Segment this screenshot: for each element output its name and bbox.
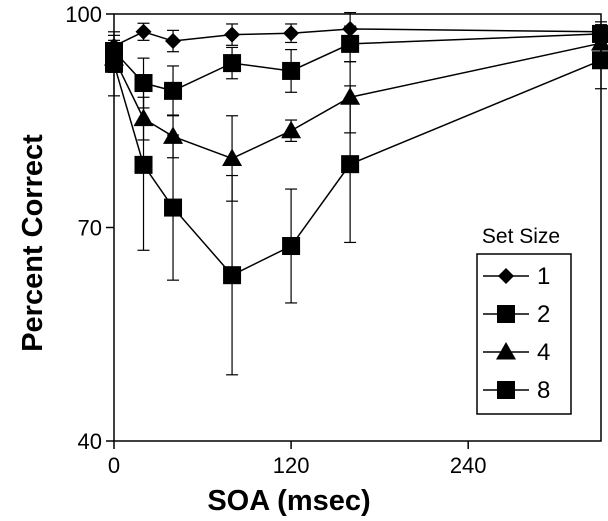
y-axis-title: Percent Correct xyxy=(17,134,49,352)
data-point xyxy=(224,26,241,43)
x-tick-label: 120 xyxy=(273,453,310,478)
data-point xyxy=(164,81,183,100)
data-point xyxy=(341,34,360,53)
data-point xyxy=(223,266,242,285)
x-tick-label: 240 xyxy=(450,453,487,478)
legend-item-8: 8 xyxy=(483,377,550,404)
legend-box xyxy=(476,253,572,415)
data-point xyxy=(591,33,608,51)
legend-label: 4 xyxy=(537,339,550,366)
legend-marker xyxy=(497,305,515,323)
y-tick-label: 100 xyxy=(65,2,102,27)
data-point xyxy=(165,33,182,50)
y-tick-label: 70 xyxy=(78,216,102,241)
y-tick-label: 40 xyxy=(78,429,102,454)
data-point xyxy=(592,51,608,70)
legend-label: 2 xyxy=(537,301,550,328)
legend-marker xyxy=(497,381,515,399)
y-axis-ticks: 40 70 100 xyxy=(65,2,114,454)
data-point xyxy=(105,54,123,73)
legend-item-1: 1 xyxy=(483,263,550,290)
series-8 xyxy=(105,31,608,376)
legend: Set Size 1 2 4 8 xyxy=(476,225,572,415)
x-tick-label: 0 xyxy=(108,453,120,478)
legend-label: 8 xyxy=(537,377,550,404)
data-point xyxy=(281,120,302,139)
data-point xyxy=(134,155,153,174)
legend-marker xyxy=(496,342,516,360)
series-4 xyxy=(104,31,608,202)
legend-marker xyxy=(498,268,514,284)
data-point xyxy=(282,61,301,80)
data-point xyxy=(283,25,300,42)
x-axis-ticks: 0 120 240 xyxy=(108,441,487,478)
data-point xyxy=(164,198,183,217)
data-point xyxy=(341,155,360,174)
legend-title: Set Size xyxy=(482,225,560,248)
x-axis-title: SOA (msec) xyxy=(207,485,370,517)
legend-label: 1 xyxy=(537,263,550,290)
data-point xyxy=(135,23,152,40)
legend-item-4: 4 xyxy=(483,339,550,366)
data-point xyxy=(222,148,243,166)
series-layer xyxy=(104,11,608,376)
data-point xyxy=(223,54,242,73)
data-point xyxy=(592,24,608,43)
data-point xyxy=(282,237,301,256)
legend-item-2: 2 xyxy=(483,301,550,328)
